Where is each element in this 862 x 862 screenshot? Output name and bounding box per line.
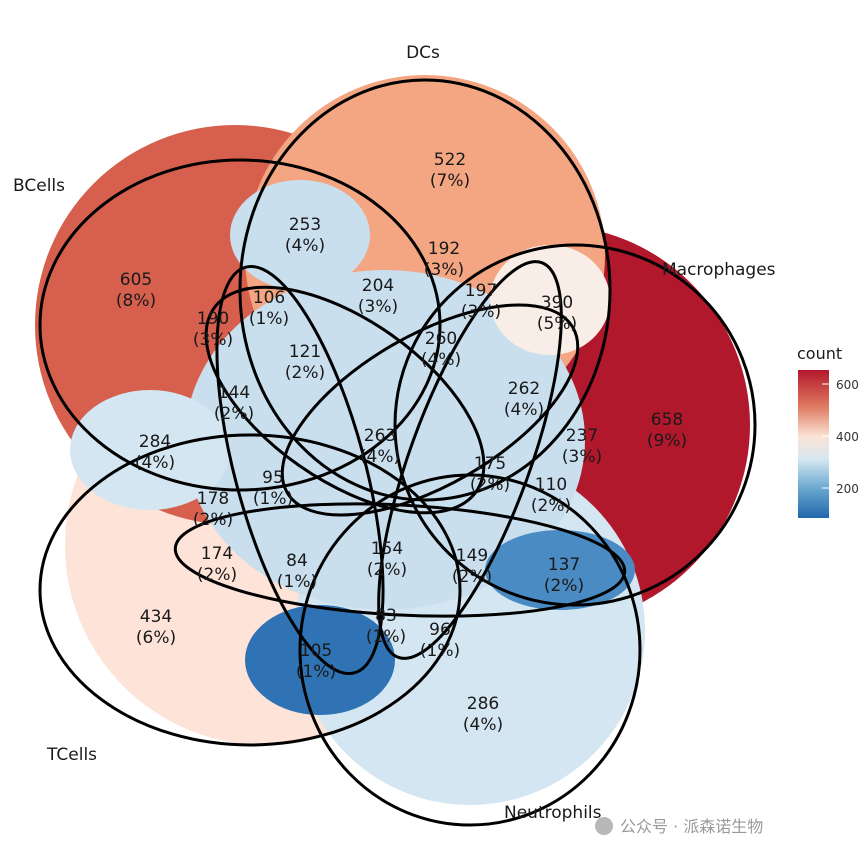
region-count: 175 <box>474 454 506 474</box>
region-percent: (3%) <box>193 330 233 350</box>
region-count: 605 <box>120 270 152 290</box>
region-percent: (2%) <box>197 565 237 585</box>
legend-tick-400: 400 <box>836 430 859 444</box>
region-count: 190 <box>197 309 229 329</box>
region-count: 121 <box>289 342 321 362</box>
region-percent: (4%) <box>285 236 325 256</box>
set-label-dcs: DCs <box>406 43 440 63</box>
outline-macrophages <box>393 243 757 607</box>
region-count: 390 <box>541 293 573 313</box>
set-outlines <box>38 78 757 827</box>
region-count: 96 <box>429 620 451 640</box>
set-fills <box>35 75 750 805</box>
set-label-neutrophils: Neutrophils <box>504 803 602 823</box>
region-percent: (2%) <box>285 363 325 383</box>
region-percent: (2%) <box>193 510 233 530</box>
overlap-dcs-mac <box>490 245 610 355</box>
region-labels: 605(8%)522(7%)658(9%)286(4%)434(6%)253(4… <box>116 150 687 735</box>
region-count: 174 <box>201 544 233 564</box>
region-percent: (3%) <box>424 260 464 280</box>
region-percent: (6%) <box>136 628 176 648</box>
legend-title: count <box>797 344 842 363</box>
legend: count 600 400 200 <box>797 344 859 518</box>
region-percent: (3%) <box>461 302 501 322</box>
region-percent: (1%) <box>277 572 317 592</box>
region-percent: (4%) <box>463 715 503 735</box>
region-percent: (5%) <box>537 314 577 334</box>
set-label-macrophages: Macrophages <box>662 260 776 280</box>
watermark-text: 公众号 · 派森诺生物 <box>620 817 763 836</box>
overlap-mac-neut <box>485 530 635 610</box>
set-label-tcells: TCells <box>46 745 97 765</box>
region-count: 204 <box>362 276 394 296</box>
region-percent: (4%) <box>504 400 544 420</box>
outline-tcells <box>38 433 462 747</box>
region-count: 263 <box>364 426 396 446</box>
region-percent: (8%) <box>116 291 156 311</box>
region-percent: (9%) <box>647 431 687 451</box>
legend-colorbar <box>798 370 829 518</box>
overlap-bcells-tcells <box>70 390 230 510</box>
region-count: 149 <box>456 546 488 566</box>
region-percent: (1%) <box>249 309 289 329</box>
region-count: 110 <box>535 475 567 495</box>
region-percent: (3%) <box>562 447 602 467</box>
outline-inner-2 <box>280 303 580 517</box>
set-label-bcells: BCells <box>13 176 65 196</box>
region-percent: (1%) <box>253 489 293 509</box>
outline-inner-3 <box>173 502 627 618</box>
watermark: 公众号 · 派森诺生物 <box>595 817 763 836</box>
outline-inner-4 <box>215 264 385 676</box>
region-count: 197 <box>465 281 497 301</box>
legend-tick-200: 200 <box>836 482 859 496</box>
outline-bcells <box>38 158 442 492</box>
legend-tick-600: 600 <box>836 378 859 392</box>
region-count: 284 <box>139 432 171 452</box>
overlap-bcells-dcs <box>230 180 370 290</box>
outline-inner-5 <box>377 260 563 660</box>
outline-inner-1 <box>204 285 486 515</box>
region-percent: (1%) <box>296 662 336 682</box>
region-count: 178 <box>197 489 229 509</box>
region-count: 237 <box>566 426 598 446</box>
region-percent: (4%) <box>421 350 461 370</box>
region-count: 253 <box>289 215 321 235</box>
region-percent: (2%) <box>470 475 510 495</box>
region-percent: (1%) <box>366 627 406 647</box>
region-count: 84 <box>286 551 308 571</box>
region-count: 83 <box>375 606 397 626</box>
region-count: 154 <box>371 539 403 559</box>
region-percent: (7%) <box>430 171 470 191</box>
region-percent: (2%) <box>214 404 254 424</box>
region-count: 522 <box>434 150 466 170</box>
region-count: 137 <box>548 555 580 575</box>
region-count: 95 <box>262 468 284 488</box>
set-labels: DCs BCells Macrophages TCells Neutrophil… <box>13 43 776 823</box>
region-count: 434 <box>140 607 172 627</box>
wechat-icon <box>595 817 613 835</box>
region-count: 144 <box>218 383 250 403</box>
region-count: 106 <box>253 288 285 308</box>
region-percent: (2%) <box>544 576 584 596</box>
region-count: 658 <box>651 410 683 430</box>
region-count: 105 <box>300 641 332 661</box>
region-percent: (3%) <box>358 297 398 317</box>
region-count: 260 <box>425 329 457 349</box>
region-percent: (4%) <box>135 453 175 473</box>
region-percent: (2%) <box>531 496 571 516</box>
region-count: 262 <box>508 379 540 399</box>
region-count: 192 <box>428 239 460 259</box>
region-count: 286 <box>467 694 499 714</box>
region-percent: (4%) <box>360 447 400 467</box>
region-percent: (2%) <box>367 560 407 580</box>
region-percent: (1%) <box>420 641 460 661</box>
region-percent: (2%) <box>452 567 492 587</box>
